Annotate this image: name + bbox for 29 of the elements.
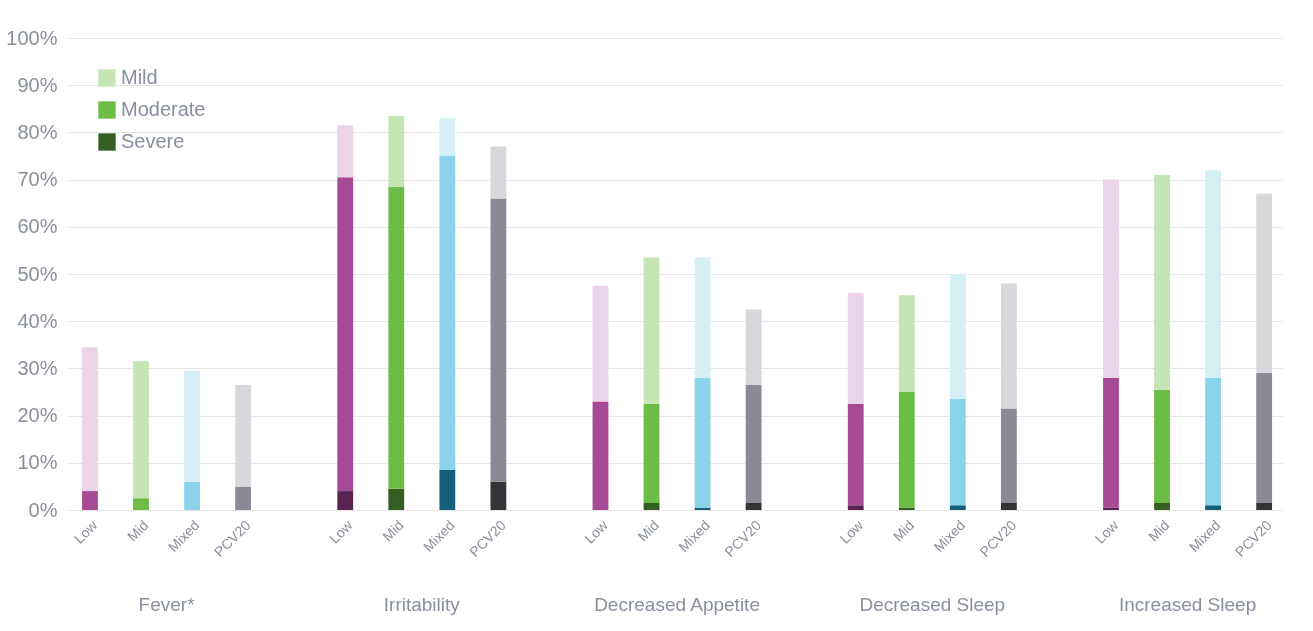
x-tick-label: Low xyxy=(581,516,612,547)
x-tick-label: Low xyxy=(1091,516,1123,547)
y-tick-label: 70% xyxy=(17,168,58,191)
x-tick-label: Mid xyxy=(379,517,407,545)
text: Irritability xyxy=(383,594,461,615)
text: Increased Sleep xyxy=(1118,594,1257,615)
x-tick-label: Mid xyxy=(1145,517,1173,545)
y-tick-label: 80% xyxy=(17,120,58,143)
y-tick-label: 50% xyxy=(17,262,58,285)
x-tick-label: Mid xyxy=(889,517,918,545)
y-tick-label: 0% xyxy=(28,498,58,521)
x-tick-label: Low xyxy=(836,516,867,547)
legend-label: Mild xyxy=(121,66,158,88)
x-tick-label: Mid xyxy=(124,517,152,545)
y-tick-label: 10% xyxy=(17,451,58,474)
y-tick-label: 40% xyxy=(17,309,58,332)
x-tick-label: Low xyxy=(70,516,101,547)
legend-label: Moderate xyxy=(121,98,206,120)
x-tick-label: Low xyxy=(326,516,357,547)
x-tick-label: Mid xyxy=(634,517,662,545)
y-tick-label: 30% xyxy=(17,356,58,379)
y-tick-label: 100% xyxy=(6,26,58,49)
legend-label: Severe xyxy=(121,130,185,152)
y-tick-label: 90% xyxy=(17,73,58,96)
text: Fever* xyxy=(138,594,196,615)
y-tick-label: 60% xyxy=(17,215,58,238)
text: Decreased Sleep xyxy=(859,594,1006,615)
text: Decreased Appetite xyxy=(594,594,760,615)
y-tick-label: 20% xyxy=(17,404,58,427)
